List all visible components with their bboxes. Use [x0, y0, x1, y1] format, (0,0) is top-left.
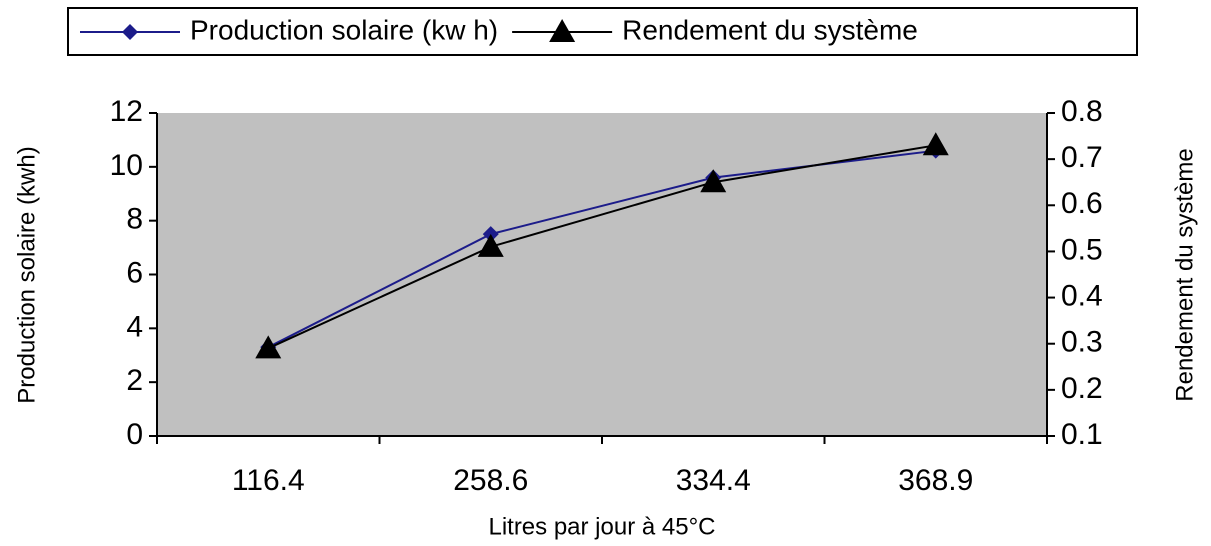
y-tick-label: 4 — [126, 310, 143, 343]
y2-tick-label: 0.6 — [1061, 187, 1103, 220]
y-tick-label: 0 — [126, 418, 143, 451]
y-tick-label: 8 — [126, 203, 143, 236]
y-axis-label: Production solaire (kwh) — [13, 146, 40, 403]
y2-tick-label: 0.3 — [1061, 326, 1103, 359]
point — [477, 233, 504, 257]
y-tick-label: 2 — [126, 364, 143, 397]
x-axis-label: Litres par jour à 45°C — [488, 513, 715, 540]
y2-tick-label: 0.8 — [1061, 95, 1103, 128]
x-tick-label: 334.4 — [676, 464, 751, 497]
x-tick-label: 258.6 — [453, 464, 528, 497]
point — [549, 19, 576, 42]
point — [922, 132, 949, 156]
y2-tick-label: 0.4 — [1061, 279, 1103, 312]
series-line — [267, 144, 936, 350]
x-tick-label: 368.9 — [898, 464, 973, 497]
y2-axis-label: Rendement du système — [1171, 148, 1198, 401]
point — [255, 335, 282, 359]
y2-tick-label: 0.5 — [1061, 233, 1103, 266]
plot-area — [157, 113, 1047, 436]
point — [122, 24, 138, 40]
x-tick-label: 116.4 — [232, 464, 305, 497]
legend-label: Rendement du système — [622, 14, 918, 45]
y2-tick-label: 0.1 — [1061, 418, 1103, 451]
point — [700, 169, 727, 193]
y-tick-label: 10 — [110, 149, 143, 182]
legend-label: Production solaire (kw h) — [190, 14, 498, 45]
y-tick-label: 12 — [110, 95, 143, 128]
y-tick-label: 6 — [126, 256, 143, 289]
y2-tick-label: 0.7 — [1061, 141, 1103, 174]
y2-tick-label: 0.2 — [1061, 372, 1103, 405]
